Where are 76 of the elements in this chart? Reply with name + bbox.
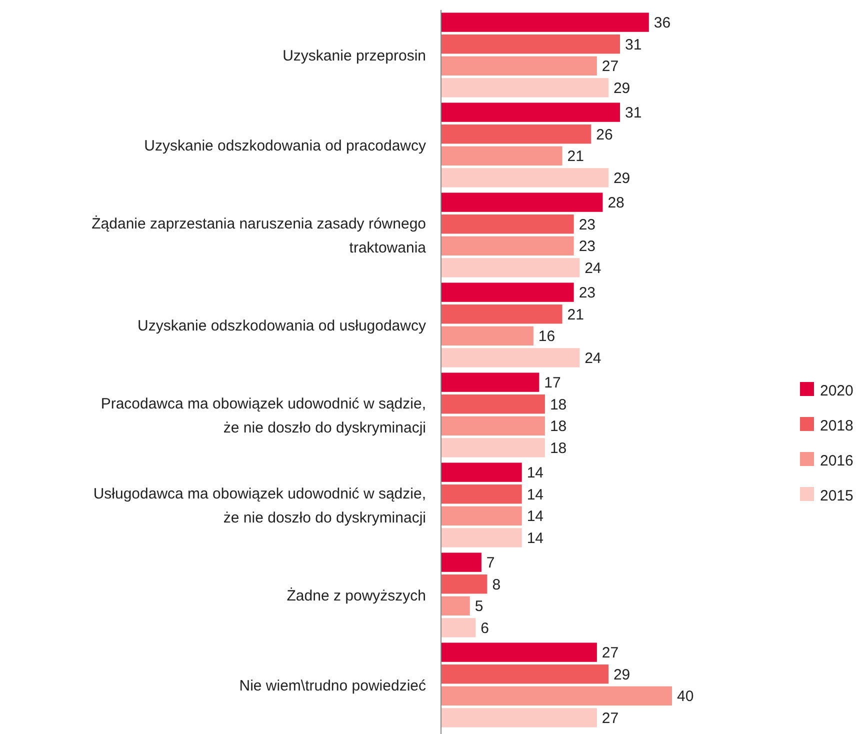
bar <box>441 258 580 278</box>
data-label: 14 <box>526 508 544 526</box>
data-label: 23 <box>578 238 596 256</box>
bar <box>441 214 574 234</box>
y-tick-label: Uzyskanie odszkodowania od pracodawcy <box>144 137 426 154</box>
data-label: 24 <box>584 350 602 367</box>
data-label: 18 <box>550 396 567 414</box>
data-label: 18 <box>550 418 567 436</box>
bar <box>441 192 603 212</box>
bar <box>441 618 476 638</box>
bar <box>441 484 522 504</box>
y-tick-label: Uzyskanie odszkodowania od usługodawcy <box>137 317 426 334</box>
bar <box>441 462 522 482</box>
bar <box>441 642 597 662</box>
bar <box>441 708 597 728</box>
data-label: 16 <box>538 328 556 346</box>
data-label: 14 <box>526 530 544 547</box>
bar <box>441 56 597 76</box>
data-label: 17 <box>544 374 561 392</box>
bar <box>441 528 522 548</box>
bar <box>441 304 562 324</box>
bar <box>441 438 545 458</box>
data-label: 36 <box>654 14 671 32</box>
data-label: 21 <box>567 306 584 324</box>
bar <box>441 34 620 54</box>
y-tick-label: Pracodawca ma obowiązek udowodnić w sądzie, że nie doszło do dyskryminacji <box>100 395 426 436</box>
data-label: 31 <box>625 36 642 54</box>
data-label: 27 <box>602 58 619 76</box>
legend-label: 2018 <box>820 417 854 434</box>
bar <box>441 686 672 706</box>
data-label: 7 <box>486 554 495 572</box>
y-tick-label: Żadne z powyższych <box>286 586 426 604</box>
data-label: 27 <box>602 644 619 662</box>
data-label: 6 <box>480 620 489 637</box>
bar <box>441 664 608 684</box>
bar <box>441 282 574 302</box>
bar <box>441 416 545 436</box>
data-label: 29 <box>613 666 630 684</box>
bar <box>441 168 608 188</box>
y-tick-label: Uzyskanie przeprosin <box>282 47 426 64</box>
data-label: 40 <box>677 688 694 706</box>
bar <box>441 394 545 414</box>
data-label: 5 <box>474 598 484 616</box>
data-label: 14 <box>526 464 544 482</box>
data-label: 23 <box>578 216 596 234</box>
bar <box>441 596 470 616</box>
legend-label: 2016 <box>820 452 854 470</box>
data-label: 26 <box>596 126 613 144</box>
bar <box>441 236 574 256</box>
bar <box>441 12 649 32</box>
y-tick-label: Żądanie zaprzestania naruszenia zasady równego traktowania <box>92 214 427 256</box>
data-label: 14 <box>526 486 544 504</box>
data-label: 27 <box>602 710 619 727</box>
bar <box>441 102 620 122</box>
data-label: 29 <box>613 80 630 97</box>
data-label: 24 <box>584 260 602 277</box>
bar <box>441 552 482 572</box>
y-tick-label: Nie wiem\trudno powiedzieć <box>239 677 426 694</box>
bar <box>441 78 608 98</box>
data-label: 21 <box>567 148 584 166</box>
bar <box>441 146 562 166</box>
data-label: 8 <box>492 576 501 594</box>
data-label: 31 <box>625 104 642 122</box>
bar <box>441 124 592 144</box>
data-label: 29 <box>613 170 630 187</box>
data-label: 23 <box>578 284 596 302</box>
bar <box>441 506 522 526</box>
y-tick-label: Usługodawca ma obowiązek udowodnić w sądzie, że nie doszło do dyskryminacji <box>93 485 426 526</box>
bar <box>441 348 580 368</box>
data-label: 18 <box>550 440 567 457</box>
data-label: 28 <box>608 194 624 212</box>
bar <box>441 326 534 346</box>
legend-label: 2015 <box>820 487 854 504</box>
legend-label: 2020 <box>820 382 854 400</box>
bar <box>441 574 488 594</box>
bar <box>441 372 540 392</box>
